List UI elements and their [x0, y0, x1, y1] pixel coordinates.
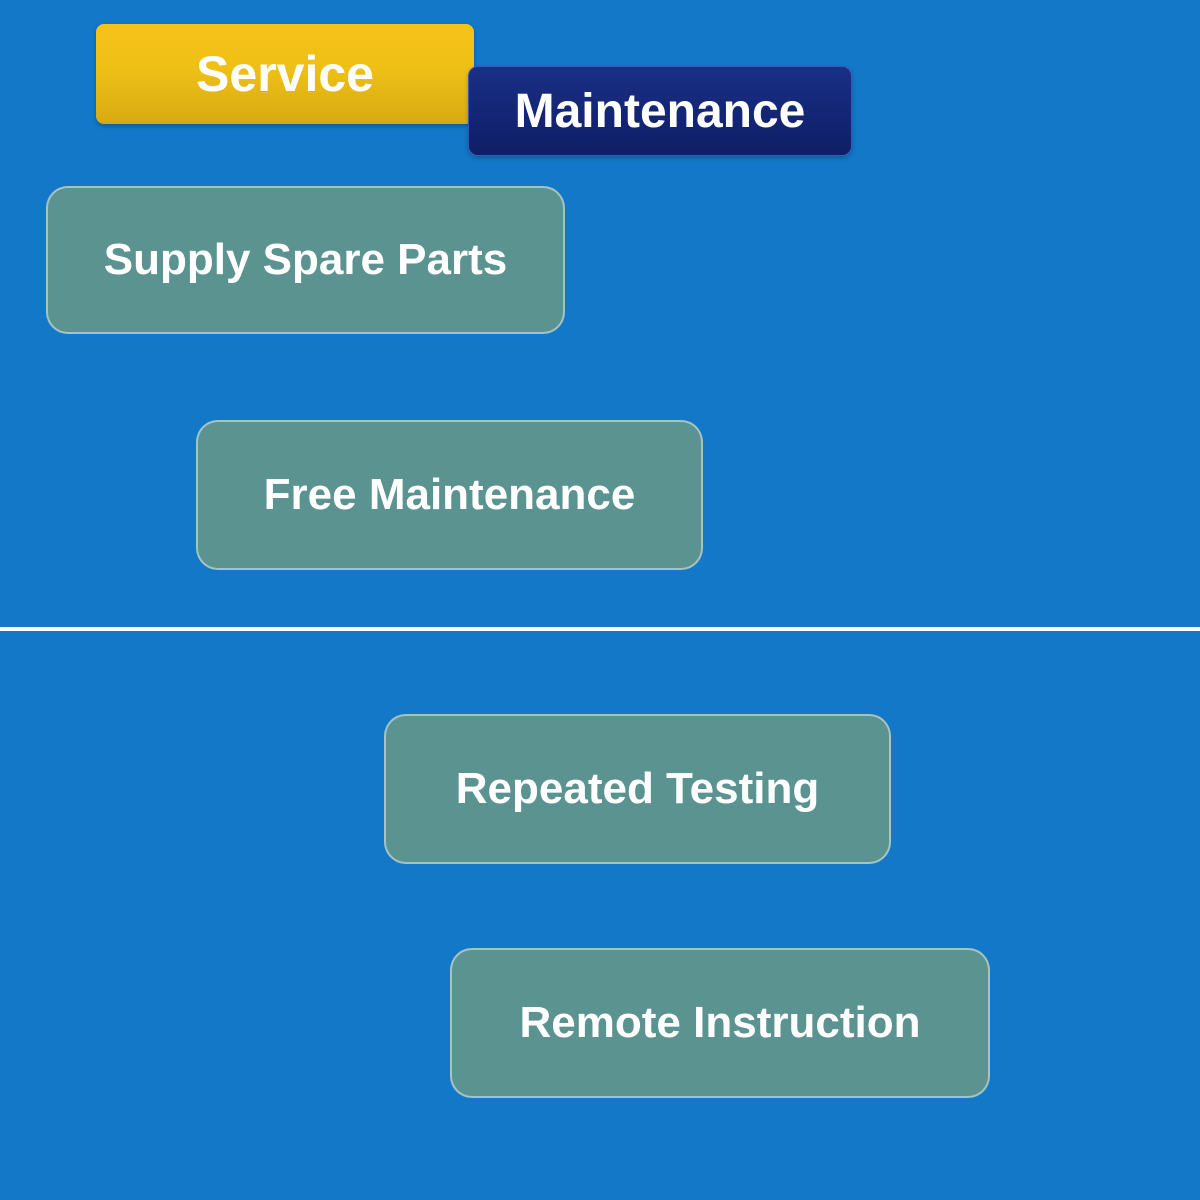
pill-supply-spare-parts: Supply Spare Parts — [46, 186, 565, 334]
pill-repeated-testing: Repeated Testing — [384, 714, 891, 864]
pill-free-maintenance: Free Maintenance — [196, 420, 703, 570]
pill-label: Supply Spare Parts — [104, 235, 507, 285]
divider-line — [0, 627, 1200, 631]
pill-label: Repeated Testing — [456, 764, 819, 814]
tab-maintenance-label: Maintenance — [515, 84, 806, 139]
pill-remote-instruction: Remote Instruction — [450, 948, 990, 1098]
tab-service: Service — [96, 24, 474, 124]
canvas: Service Maintenance Supply Spare Parts F… — [0, 0, 1200, 1200]
tab-service-label: Service — [196, 45, 374, 103]
tab-maintenance: Maintenance — [468, 66, 852, 156]
pill-label: Free Maintenance — [264, 470, 636, 520]
pill-label: Remote Instruction — [520, 998, 921, 1048]
